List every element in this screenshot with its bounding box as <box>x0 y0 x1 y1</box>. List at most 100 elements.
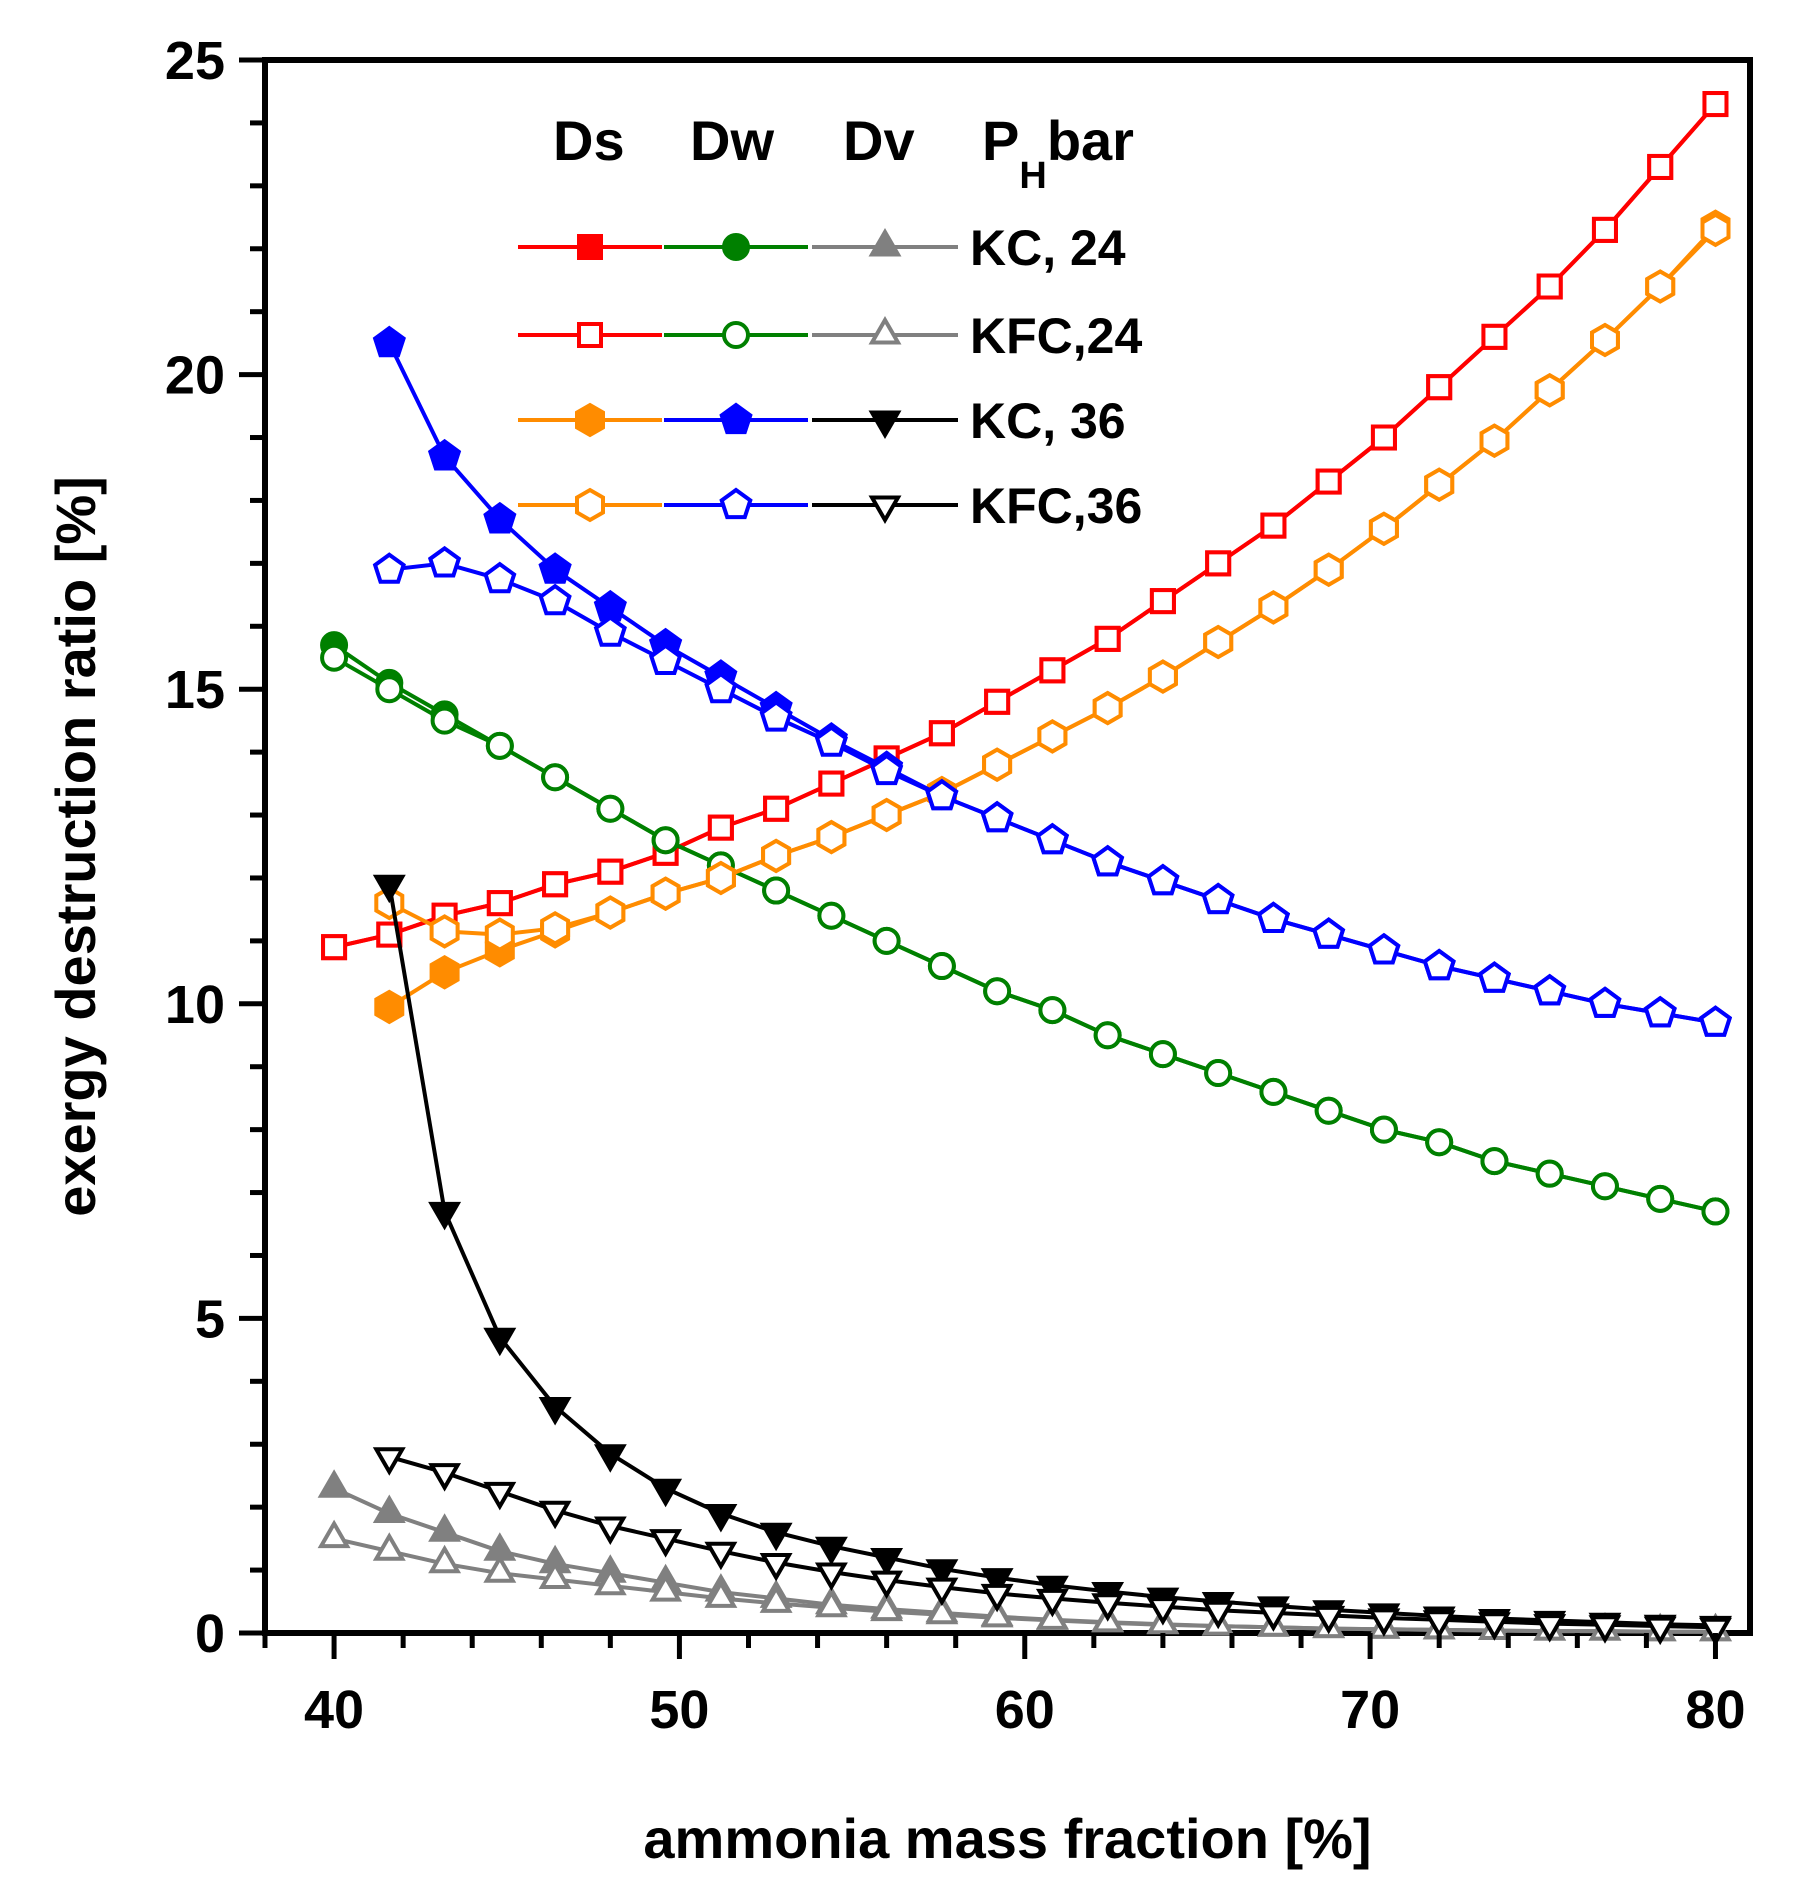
data-point-dw-kfc-24 <box>1369 1115 1398 1144</box>
data-point-ds-kfc-24 <box>1481 323 1508 350</box>
data-point-ds-kfc-36 <box>1424 467 1455 503</box>
legend-header-dw: Dw <box>690 109 774 172</box>
data-point-dv-kc-24 <box>372 1494 406 1523</box>
data-point-dw-kfc-24 <box>596 794 625 823</box>
data-point-dv-kfc-24 <box>428 1544 462 1574</box>
data-point-dv-kc-36 <box>372 874 406 904</box>
data-point-dw-kfc-24 <box>1646 1184 1675 1213</box>
y-tick-label: 15 <box>165 660 225 720</box>
data-point-ds-kfc-24 <box>1260 512 1287 539</box>
data-point-ds-kfc-36 <box>871 797 902 833</box>
data-point-ds-kfc-24 <box>1426 374 1453 401</box>
data-point-ds-kfc-36 <box>540 910 571 946</box>
data-point-dv-kfc-24 <box>593 1566 627 1596</box>
data-point-ds-kfc-36 <box>1534 372 1565 408</box>
data-point-dw-kfc-36 <box>759 700 793 732</box>
data-point-ds-kfc-24 <box>763 795 790 822</box>
data-point-ds-kfc-36 <box>1590 322 1620 358</box>
data-point-dw-kfc-24 <box>1480 1147 1509 1176</box>
data-point-dv-kc-36 <box>870 1548 904 1577</box>
data-point-dv-kfc-36 <box>1422 1610 1456 1639</box>
data-point-dw-kfc-36 <box>1091 844 1125 877</box>
data-point-dv-kfc-24 <box>317 1519 351 1549</box>
y-axis-title: exergy destruction ratio [%] <box>44 476 107 1217</box>
legend-label-kfc-36: KFC,36 <box>970 478 1142 534</box>
data-point-dv-kfc-36 <box>649 1529 683 1558</box>
series-dv-kc-36 <box>372 874 1732 1645</box>
data-point-dw-kfc-24 <box>1093 1021 1122 1050</box>
legend-marker-dw-kc-36 <box>719 402 753 435</box>
data-point-ds-kfc-36 <box>1313 552 1344 588</box>
data-point-dv-kfc-36 <box>980 1583 1014 1613</box>
data-point-dw-kfc-36 <box>1477 961 1512 993</box>
data-point-dv-kfc-24 <box>814 1588 848 1618</box>
data-point-dw-kfc-24 <box>872 926 901 955</box>
data-point-dw-kfc-36 <box>1312 917 1346 949</box>
series-line-dw-kfc-36 <box>389 561 1716 1025</box>
legend-marker-dv-kc-36 <box>868 410 902 439</box>
data-point-dv-kfc-36 <box>1091 1593 1125 1622</box>
legend-label-kfc-24: KFC,24 <box>970 308 1142 364</box>
data-point-dv-kc-36 <box>980 1568 1014 1597</box>
legend-header-pressure: PHbar <box>982 109 1134 197</box>
data-point-ds-kfc-24 <box>818 770 845 797</box>
legend-header-pressure-symbol: P <box>982 109 1019 172</box>
data-point-ds-kfc-36 <box>1203 624 1234 660</box>
data-point-dv-kfc-36 <box>1367 1608 1401 1637</box>
data-point-dv-kc-36 <box>704 1504 738 1533</box>
series-line-dv-kc-36 <box>387 883 1716 1628</box>
data-point-dv-kfc-24 <box>704 1579 738 1608</box>
data-point-ds-kfc-36 <box>1645 269 1676 304</box>
data-point-dv-kfc-36 <box>1699 1617 1732 1647</box>
data-point-dw-kfc-24 <box>541 763 570 792</box>
data-point-dv-kfc-24 <box>538 1560 572 1589</box>
data-point-dw-kfc-24 <box>817 901 846 930</box>
data-point-dv-kfc-36 <box>1312 1605 1346 1635</box>
data-point-ds-kfc-24 <box>1149 588 1176 615</box>
data-point-dv-kfc-24 <box>759 1584 793 1613</box>
data-point-dv-kfc-36 <box>1035 1588 1069 1618</box>
series-ds-kfc-36 <box>374 212 1731 952</box>
data-point-ds-kfc-36 <box>1479 423 1510 459</box>
data-point-dw-kfc-36 <box>980 800 1014 833</box>
data-point-dw-kfc-36 <box>1256 901 1291 933</box>
legend-header-pressure-unit: bar <box>1047 109 1134 172</box>
data-point-dw-kfc-24 <box>485 731 514 760</box>
data-point-dw-kfc-24 <box>1535 1159 1564 1188</box>
data-point-dv-kc-24 <box>428 1513 462 1542</box>
data-point-ds-kfc-24 <box>1205 550 1232 577</box>
data-point-dv-kfc-36 <box>759 1553 793 1582</box>
legend-label-kc-36: KC, 36 <box>970 393 1126 449</box>
series-dv-kfc-36 <box>372 1447 1732 1647</box>
data-point-dv-kfc-36 <box>372 1447 406 1476</box>
data-point-dv-kfc-24 <box>925 1595 959 1625</box>
y-tick-label: 20 <box>165 346 225 406</box>
data-point-dw-kc-36 <box>538 552 572 584</box>
data-point-ds-kfc-24 <box>707 814 734 841</box>
legend-marker-dw-kfc-24 <box>722 321 750 349</box>
data-point-dw-kfc-36 <box>1367 932 1401 965</box>
data-point-dw-kfc-36 <box>483 561 517 594</box>
data-point-ds-kfc-24 <box>542 871 569 898</box>
series-dv-kc-24 <box>317 1469 1732 1642</box>
data-point-dv-kfc-36 <box>538 1500 572 1530</box>
legend-marker-dv-kfc-36 <box>868 495 902 524</box>
data-point-dv-kfc-24 <box>372 1532 406 1561</box>
series-layer <box>317 91 1733 1647</box>
data-point-dw-kfc-36 <box>1201 882 1235 915</box>
data-point-dv-kfc-36 <box>704 1541 738 1571</box>
data-point-dv-kfc-36 <box>1588 1615 1622 1644</box>
data-point-dv-kfc-36 <box>814 1562 848 1591</box>
x-tick-label: 50 <box>649 1680 709 1740</box>
y-tick-label: 10 <box>165 975 225 1035</box>
data-point-dw-kfc-36 <box>1035 822 1070 855</box>
data-point-dw-kfc-24 <box>1148 1040 1177 1069</box>
data-point-dv-kfc-36 <box>1643 1616 1677 1646</box>
data-point-ds-kfc-36 <box>816 819 847 855</box>
y-tick-label: 5 <box>195 1289 225 1349</box>
data-point-ds-kfc-36 <box>1700 212 1731 248</box>
data-point-dv-kfc-36 <box>1201 1600 1235 1630</box>
data-point-dv-kfc-24 <box>649 1573 683 1602</box>
legend-marker-ds-kfc-36 <box>575 487 605 523</box>
data-point-ds-kfc-24 <box>597 858 624 885</box>
